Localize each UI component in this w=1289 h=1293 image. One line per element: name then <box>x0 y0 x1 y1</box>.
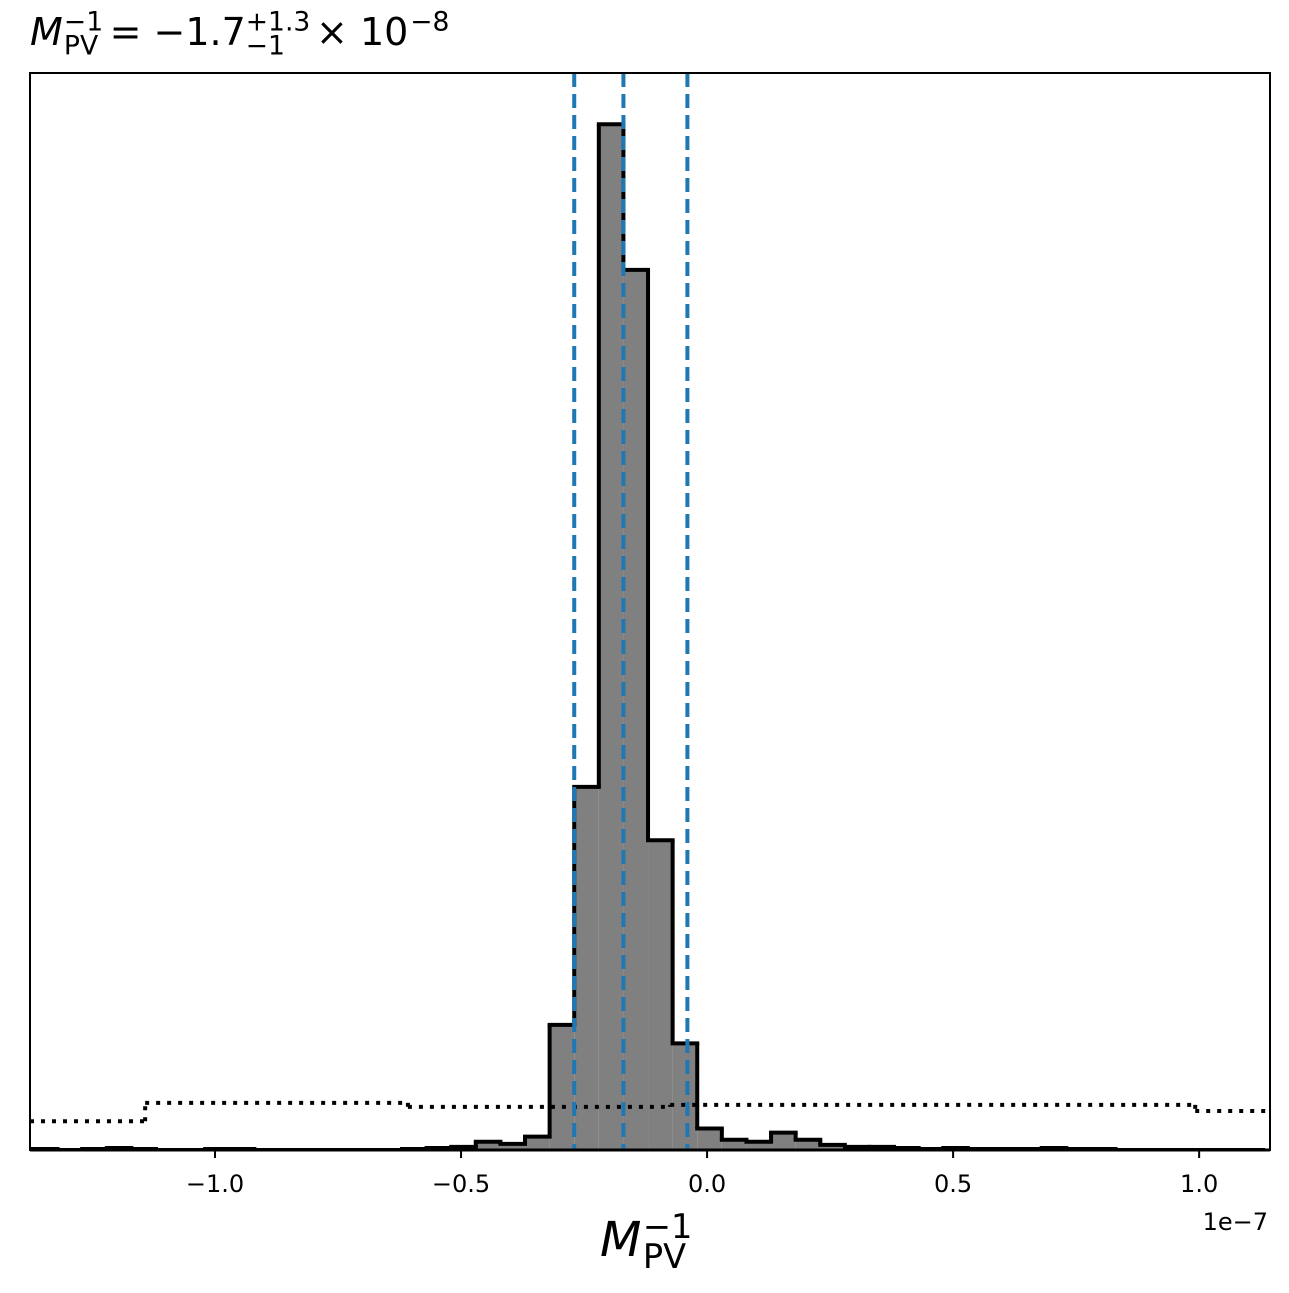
bar <box>525 1136 550 1150</box>
bar <box>746 1141 772 1150</box>
chart-title-part: = −1.7 <box>110 10 246 54</box>
bar <box>697 1128 722 1150</box>
x-axis-label-part: PV <box>643 1237 686 1276</box>
x-axis-label: M −1PV <box>600 1207 692 1276</box>
bar <box>648 840 673 1150</box>
x-axis-label-part: M <box>600 1212 641 1268</box>
bar <box>795 1139 821 1150</box>
bar <box>500 1143 526 1150</box>
bar <box>820 1144 845 1150</box>
chart-title-part: −1 <box>64 7 103 38</box>
chart-title-part: PV <box>64 31 98 62</box>
chart-title: M −1PV = −1.7 +1.3−1 × 10 −8 <box>30 7 449 62</box>
bar <box>672 1043 698 1150</box>
chart-title-part: × 10 <box>316 10 408 54</box>
chart-title-part: M <box>30 10 63 54</box>
chart-title-part: +1.3 <box>246 7 311 38</box>
x-tick-label: 1.0 <box>1180 1170 1218 1198</box>
bar <box>549 1024 575 1150</box>
plot-area <box>30 73 1270 1150</box>
bar <box>623 269 649 1150</box>
bar <box>771 1132 796 1150</box>
bar <box>598 124 624 1150</box>
x-tick-label: −0.5 <box>432 1170 490 1198</box>
x-tick-label: 0.0 <box>688 1170 726 1198</box>
bar <box>475 1141 501 1150</box>
chart-title-part: −8 <box>410 7 449 38</box>
bar <box>721 1139 747 1150</box>
chart-title-part: −1 <box>246 31 285 62</box>
x-offset-label: 1e−7 <box>1203 1208 1268 1236</box>
x-tick-label: 0.5 <box>934 1170 972 1198</box>
bar <box>574 786 599 1150</box>
x-tick-label: −1.0 <box>186 1170 244 1198</box>
x-axis-label-part: −1 <box>643 1207 693 1246</box>
